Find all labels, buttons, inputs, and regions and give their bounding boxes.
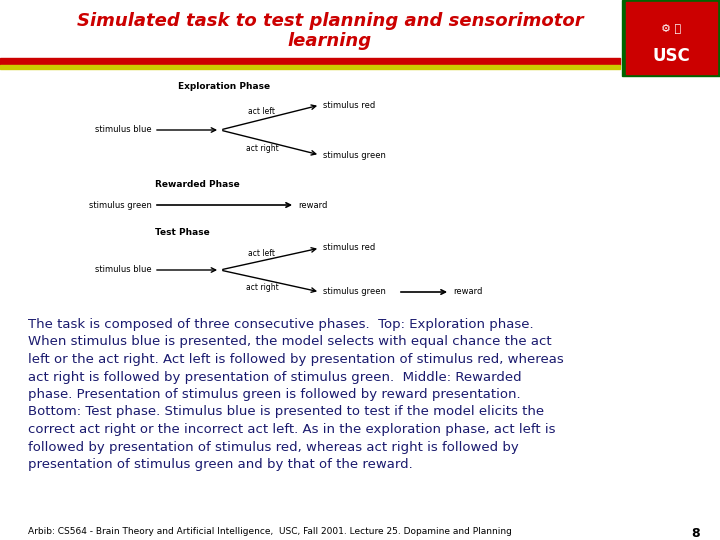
Text: reward: reward (298, 200, 328, 210)
Text: stimulus green: stimulus green (323, 287, 386, 296)
Text: presentation of stimulus green and by that of the reward.: presentation of stimulus green and by th… (28, 458, 413, 471)
Text: stimulus blue: stimulus blue (95, 125, 152, 134)
Bar (0, 65, 620, 69)
Text: Rewarded Phase: Rewarded Phase (155, 180, 240, 189)
Text: phase. Presentation of stimulus green is followed by reward presentation.: phase. Presentation of stimulus green is… (28, 388, 521, 401)
Bar (622, 0, 720, 76)
Text: stimulus green: stimulus green (323, 151, 386, 159)
Text: stimulus blue: stimulus blue (95, 266, 152, 274)
Text: stimulus green: stimulus green (89, 200, 152, 210)
Text: learning: learning (288, 32, 372, 50)
Text: USC: USC (652, 47, 690, 65)
Text: Test Phase: Test Phase (155, 228, 210, 237)
Text: ⚙ 🧠: ⚙ 🧠 (661, 23, 681, 33)
Text: left or the act right. Act left is followed by presentation of stimulus red, whe: left or the act right. Act left is follo… (28, 353, 564, 366)
Text: Simulated task to test planning and sensorimotor: Simulated task to test planning and sens… (77, 12, 583, 30)
Text: Bottom: Test phase. Stimulus blue is presented to test if the model elicits the: Bottom: Test phase. Stimulus blue is pre… (28, 406, 544, 419)
Text: reward: reward (453, 287, 482, 296)
Bar (0, 58, 620, 65)
Text: When stimulus blue is presented, the model selects with equal chance the act: When stimulus blue is presented, the mod… (28, 335, 552, 348)
Text: act left: act left (248, 107, 276, 116)
Text: act right: act right (246, 144, 279, 153)
Text: act left: act left (248, 249, 276, 258)
Text: Arbib: CS564 - Brain Theory and Artificial Intelligence,  USC, Fall 2001. Lectur: Arbib: CS564 - Brain Theory and Artifici… (28, 527, 512, 536)
Text: followed by presentation of stimulus red, whereas act right is followed by: followed by presentation of stimulus red… (28, 441, 518, 454)
Text: The task is composed of three consecutive phases.  Top: Exploration phase.: The task is composed of three consecutiv… (28, 318, 534, 331)
Text: stimulus red: stimulus red (323, 100, 375, 110)
Text: act right is followed by presentation of stimulus green.  Middle: Rewarded: act right is followed by presentation of… (28, 370, 521, 383)
Text: Exploration Phase: Exploration Phase (178, 82, 270, 91)
Bar (626, 2, 717, 74)
Text: 8: 8 (691, 527, 700, 540)
Text: stimulus red: stimulus red (323, 244, 375, 253)
Text: act right: act right (246, 283, 279, 292)
Text: correct act right or the incorrect act left. As in the exploration phase, act le: correct act right or the incorrect act l… (28, 423, 556, 436)
